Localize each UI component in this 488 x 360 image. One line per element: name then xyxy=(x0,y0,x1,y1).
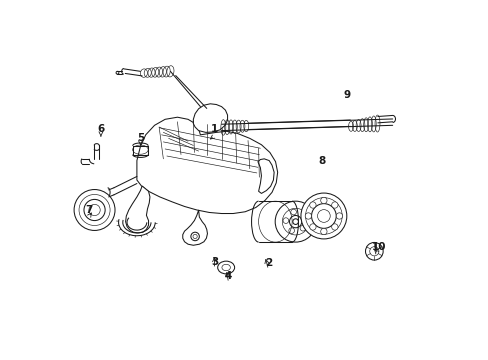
Circle shape xyxy=(331,202,337,208)
Text: 2: 2 xyxy=(264,258,271,268)
Text: 9: 9 xyxy=(343,90,350,100)
Circle shape xyxy=(331,224,337,230)
Circle shape xyxy=(300,193,346,239)
Text: 6: 6 xyxy=(97,124,104,134)
Polygon shape xyxy=(183,210,207,245)
Polygon shape xyxy=(257,159,274,193)
Circle shape xyxy=(74,189,115,230)
Text: 7: 7 xyxy=(85,205,92,215)
Text: 10: 10 xyxy=(370,242,385,252)
Circle shape xyxy=(84,199,105,221)
Circle shape xyxy=(336,213,342,219)
Ellipse shape xyxy=(217,261,234,274)
Text: 1: 1 xyxy=(210,124,218,134)
Text: 4: 4 xyxy=(224,271,232,281)
Circle shape xyxy=(305,198,342,234)
Text: 3: 3 xyxy=(210,257,218,267)
Circle shape xyxy=(311,204,336,228)
Circle shape xyxy=(79,194,110,225)
Circle shape xyxy=(320,228,326,235)
Polygon shape xyxy=(125,186,150,233)
Polygon shape xyxy=(137,117,277,213)
Circle shape xyxy=(320,197,326,204)
Polygon shape xyxy=(193,104,227,132)
Text: 5: 5 xyxy=(137,133,144,143)
Circle shape xyxy=(305,213,311,219)
Circle shape xyxy=(309,224,315,230)
Circle shape xyxy=(365,242,383,260)
Text: 8: 8 xyxy=(318,156,325,166)
Circle shape xyxy=(309,202,315,208)
